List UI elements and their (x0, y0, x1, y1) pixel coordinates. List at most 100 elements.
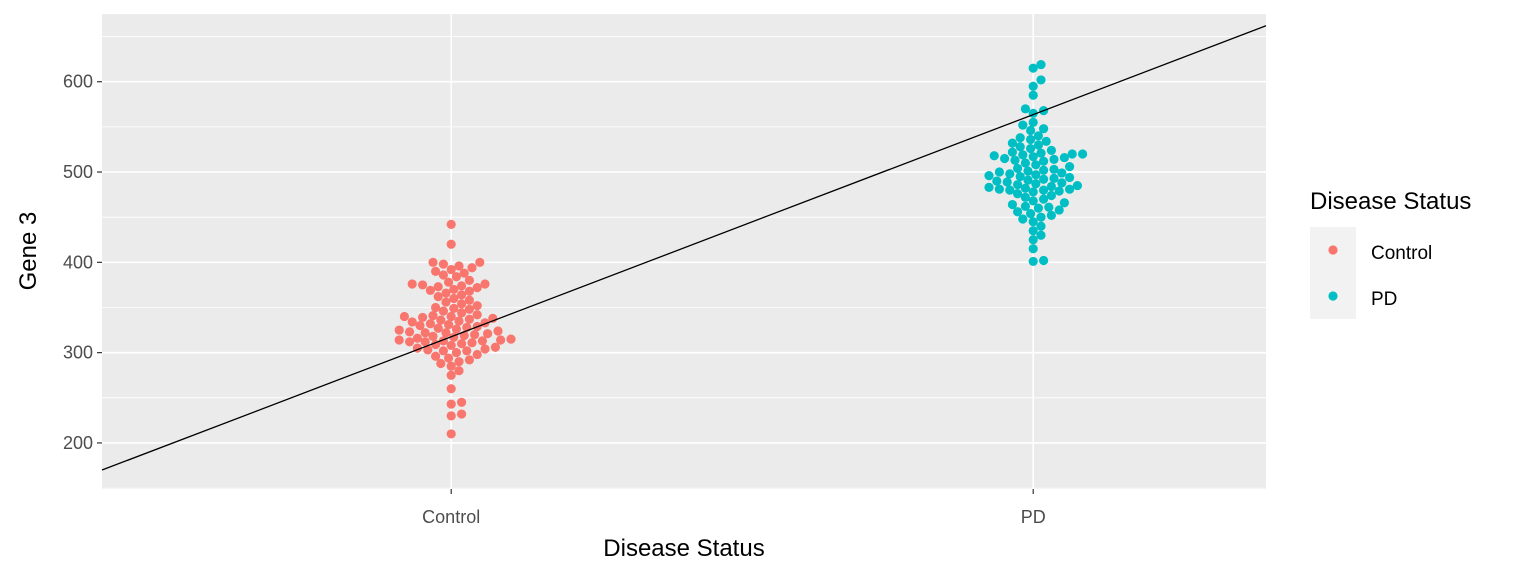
data-point (436, 315, 446, 325)
data-point (472, 283, 482, 293)
data-point (1078, 149, 1088, 159)
legend-dot-pd (1328, 291, 1338, 301)
data-point (444, 277, 454, 287)
data-point (1072, 180, 1082, 191)
data-point (1036, 212, 1046, 222)
y-tick-label: 400 (63, 252, 93, 272)
data-point (449, 293, 459, 304)
data-point (1036, 59, 1046, 70)
data-point (475, 257, 485, 267)
data-point (428, 331, 438, 341)
series-pd-points (984, 59, 1088, 267)
data-point (1028, 152, 1038, 162)
plot-panel (102, 14, 1266, 489)
data-point (405, 337, 415, 347)
data-point (451, 272, 461, 282)
data-point (407, 279, 417, 289)
data-point (459, 268, 469, 278)
data-point (449, 303, 459, 313)
data-point (1044, 202, 1054, 212)
data-point (1033, 203, 1043, 213)
data-point (1028, 90, 1038, 100)
data-point (431, 302, 441, 313)
data-point (446, 340, 456, 351)
y-tick-label: 300 (63, 343, 93, 363)
data-point (444, 320, 454, 330)
data-point (454, 316, 464, 326)
data-point (454, 357, 464, 367)
data-point (1039, 165, 1049, 175)
data-point (1036, 230, 1046, 240)
minor-gridlines (102, 36, 1266, 489)
data-point (1049, 173, 1059, 183)
data-point (1039, 124, 1049, 134)
data-point (425, 285, 435, 295)
data-point (446, 361, 456, 371)
data-point (989, 151, 999, 161)
data-point (446, 219, 456, 230)
data-point (457, 281, 467, 291)
data-point (1020, 183, 1030, 193)
data-point (1057, 178, 1067, 188)
data-point (1065, 162, 1075, 172)
data-point (1018, 214, 1028, 224)
data-point (1039, 174, 1049, 184)
legend-dot-control (1328, 245, 1338, 255)
data-point (1020, 192, 1030, 202)
data-point (1013, 180, 1023, 190)
data-point (1007, 199, 1018, 210)
data-point (1013, 207, 1023, 217)
data-point (984, 182, 994, 192)
data-point (418, 280, 428, 290)
data-point (464, 286, 474, 296)
data-point (1028, 63, 1038, 73)
data-point (441, 328, 451, 338)
data-point (496, 335, 506, 345)
data-point (1018, 120, 1028, 130)
data-point (446, 264, 456, 275)
legend: Disease Status Control PD (1310, 188, 1471, 319)
data-point (1026, 134, 1036, 145)
data-point (415, 320, 425, 331)
data-point (1026, 208, 1036, 219)
data-point (1039, 185, 1049, 195)
data-point (446, 399, 456, 409)
x-axis-title: Disease Status (603, 535, 764, 562)
data-point (451, 324, 461, 334)
data-point (1049, 154, 1059, 164)
data-point (1036, 148, 1046, 158)
x-tick-label: PD (1021, 507, 1046, 527)
data-point (480, 344, 490, 354)
data-point (441, 288, 451, 298)
data-point (446, 370, 456, 380)
data-point (1018, 150, 1028, 160)
data-point (418, 312, 428, 323)
data-point (1054, 186, 1064, 196)
data-point (1020, 201, 1030, 211)
data-point (444, 353, 454, 363)
data-point (1039, 255, 1049, 266)
data-point (1026, 143, 1036, 154)
data-point (493, 326, 503, 336)
data-point (1026, 125, 1036, 136)
data-point (1033, 131, 1043, 141)
data-point (436, 358, 446, 369)
data-point (1057, 168, 1067, 178)
data-point (464, 314, 474, 324)
data-point (1046, 190, 1056, 201)
data-point (472, 310, 482, 320)
data-point (449, 284, 459, 295)
data-point (1041, 136, 1051, 146)
data-point (464, 275, 474, 285)
data-point (433, 292, 443, 302)
data-point (451, 348, 461, 358)
data-point (1028, 256, 1038, 267)
y-axis-title: Gene 3 (15, 212, 42, 291)
data-point (1023, 166, 1033, 176)
data-point (394, 325, 404, 335)
data-point (467, 263, 477, 273)
data-point (1010, 155, 1020, 165)
y-tick-label: 600 (63, 72, 93, 92)
data-point (1059, 198, 1069, 208)
data-point (438, 306, 448, 316)
